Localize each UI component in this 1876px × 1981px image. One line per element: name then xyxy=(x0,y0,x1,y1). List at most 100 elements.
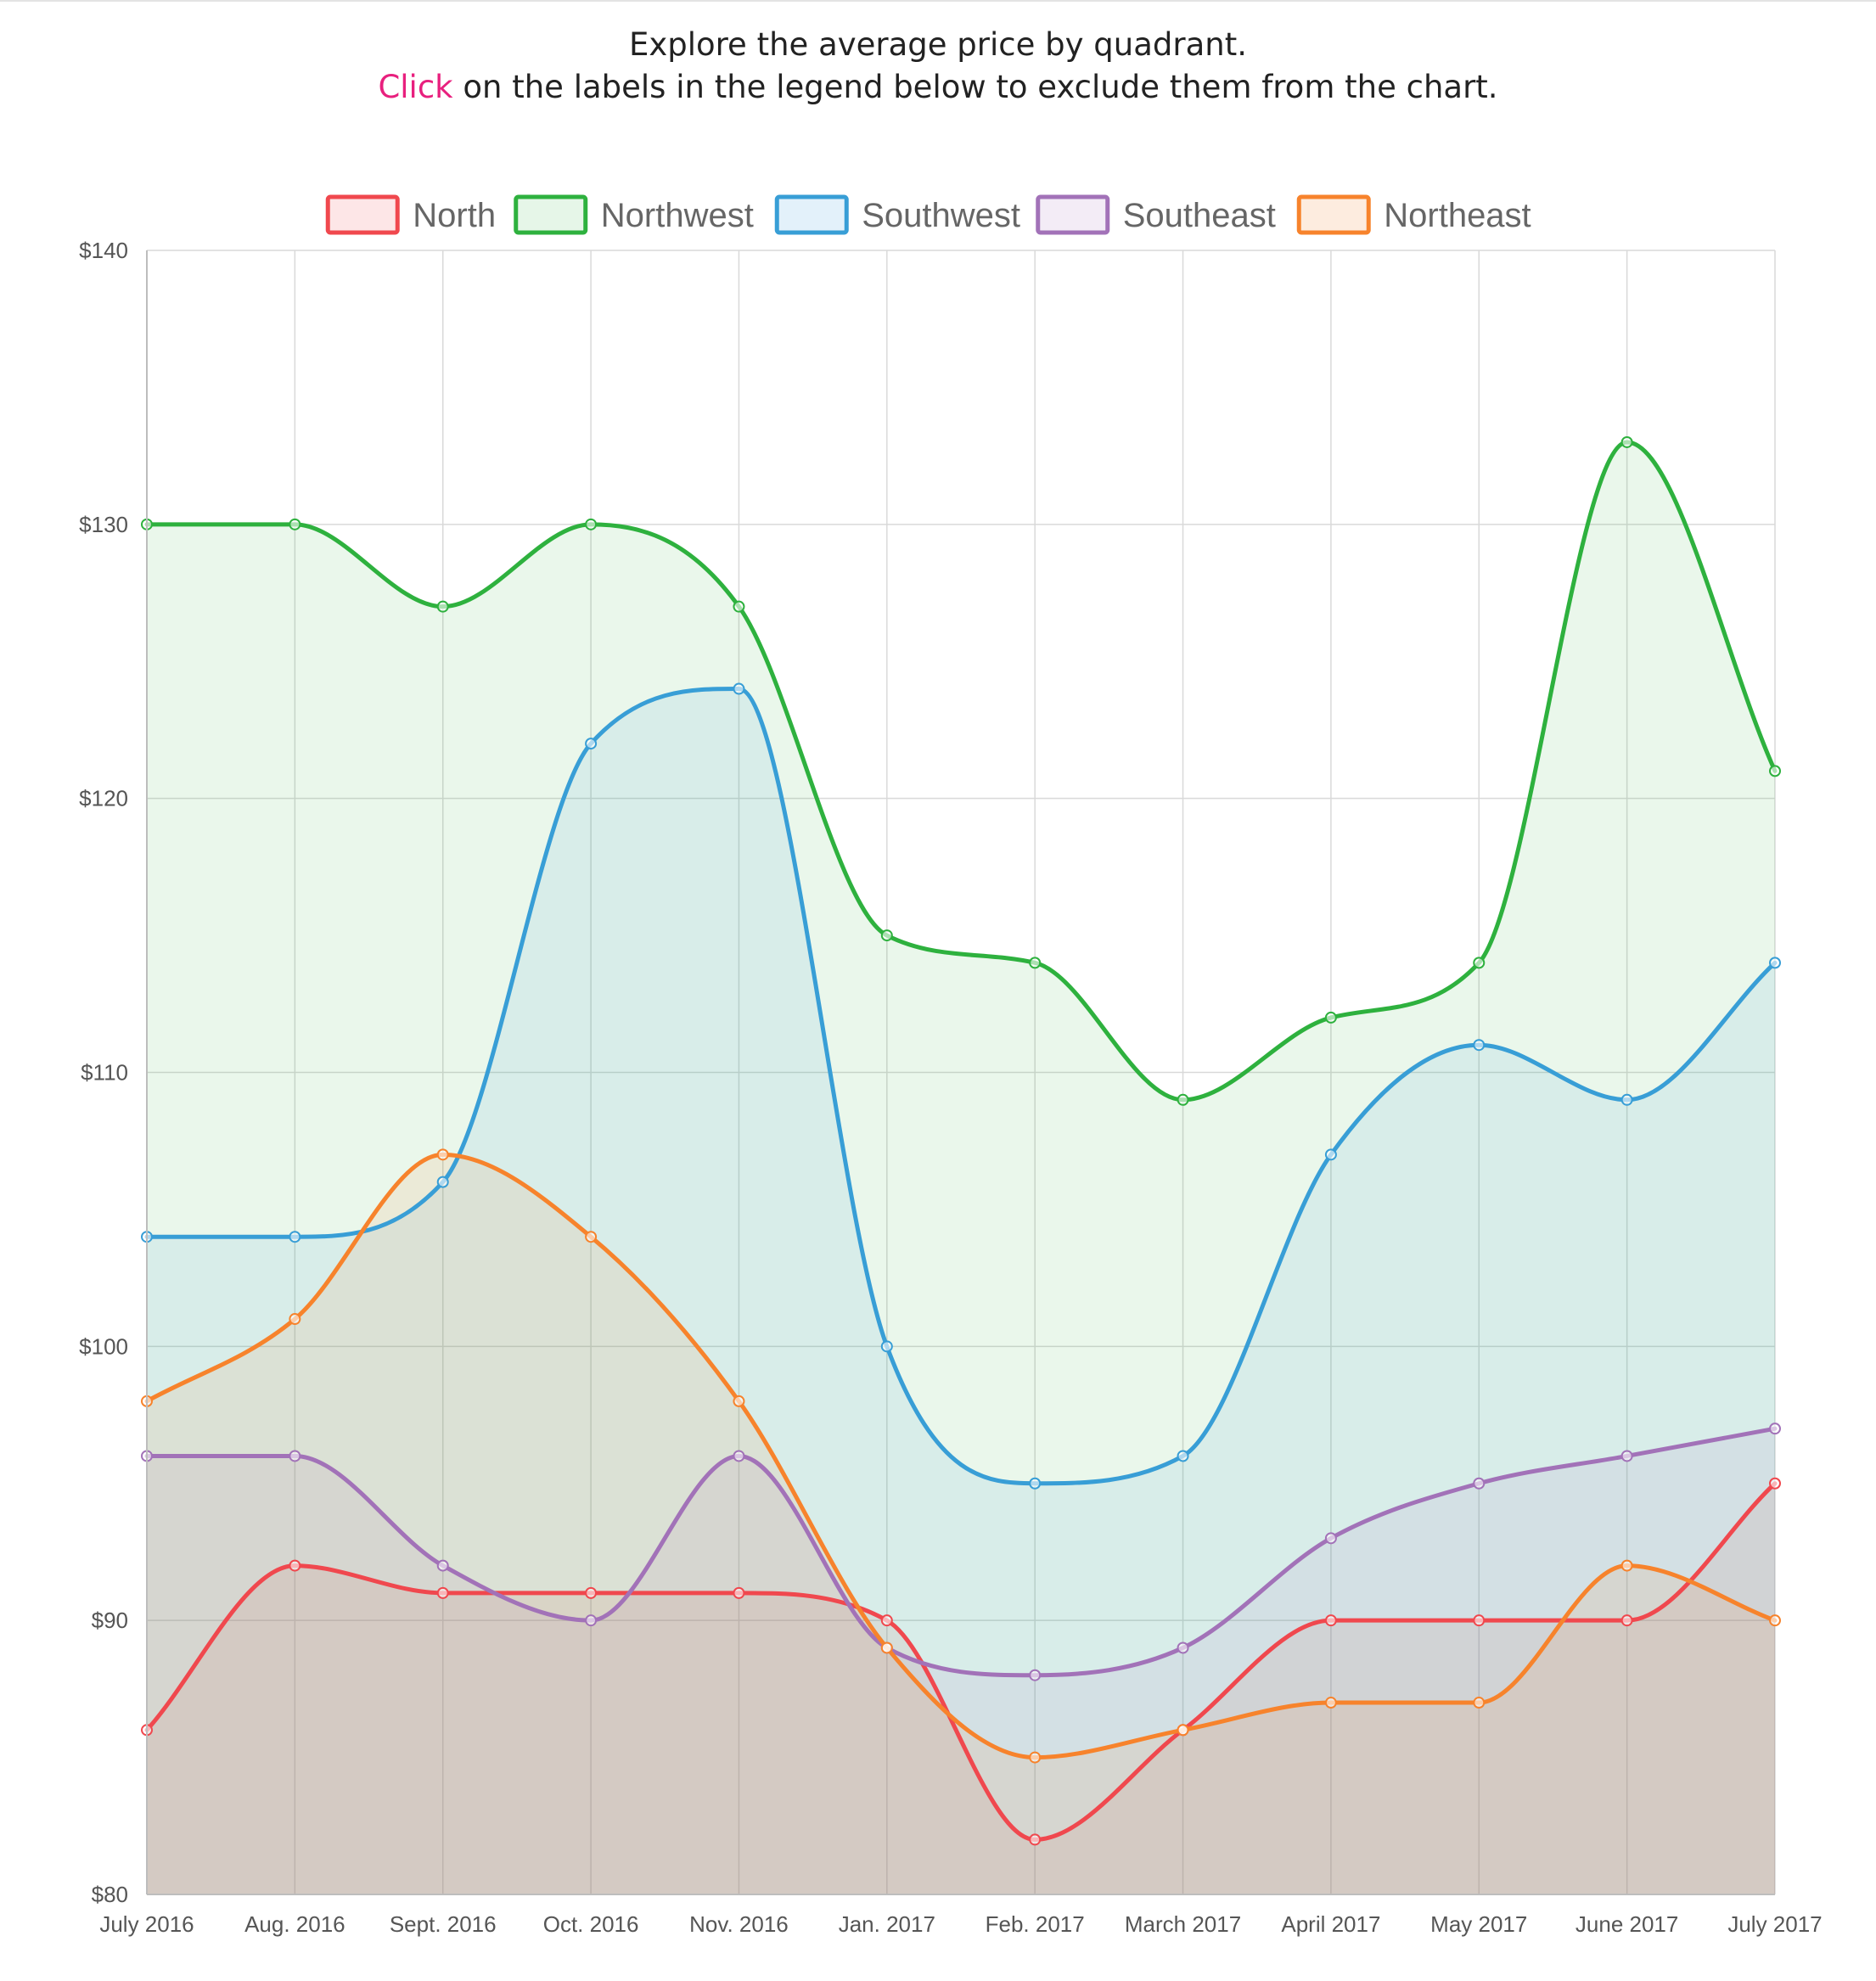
x-tick-label: April 2017 xyxy=(1281,1911,1380,1937)
legend-item-northeast[interactable]: Northeast xyxy=(1296,194,1531,235)
legend-label-northwest[interactable]: Northwest xyxy=(601,197,754,234)
point-north-sept-2016[interactable] xyxy=(436,1586,449,1599)
x-tick-label: July 2017 xyxy=(1727,1911,1822,1937)
intro-line-1: Explore the average price by quadrant. xyxy=(628,26,1247,63)
point-north-nov-2016[interactable] xyxy=(733,1586,745,1599)
legend-swatch-northeast[interactable] xyxy=(1296,194,1371,235)
legend-label-northeast[interactable]: Northeast xyxy=(1384,197,1531,234)
x-tick-label: Aug. 2016 xyxy=(244,1911,345,1937)
y-tick-label: $90 xyxy=(92,1608,128,1633)
legend-item-northwest[interactable]: Northwest xyxy=(514,194,754,235)
x-tick-label: June 2017 xyxy=(1576,1911,1678,1937)
point-southwest-june-2017[interactable] xyxy=(1620,1093,1633,1106)
line-northeast xyxy=(144,1152,1778,1760)
point-north-may-2017[interactable] xyxy=(1473,1614,1486,1627)
area-north xyxy=(147,1483,1775,1894)
y-tick-label: $120 xyxy=(79,786,128,811)
point-southwest-jan-2017[interactable] xyxy=(880,1340,893,1353)
x-tick-label: Jan. 2017 xyxy=(839,1911,935,1937)
x-tick-label: March 2017 xyxy=(1125,1911,1241,1937)
point-northwest-oct-2016[interactable] xyxy=(585,518,598,530)
point-southeast-march-2017[interactable] xyxy=(1177,1641,1189,1654)
x-tick-label: July 2016 xyxy=(99,1911,194,1937)
point-northeast-sept-2016[interactable] xyxy=(436,1148,449,1161)
point-northeast-may-2017[interactable] xyxy=(1473,1697,1486,1709)
point-northeast-march-2017[interactable] xyxy=(1177,1724,1189,1737)
x-tick-label: May 2017 xyxy=(1430,1911,1527,1937)
line-north xyxy=(144,1481,1778,1842)
point-northeast-feb-2017[interactable] xyxy=(1029,1751,1042,1764)
point-northeast-july-2017[interactable] xyxy=(1769,1614,1781,1627)
point-northwest-march-2017[interactable] xyxy=(1177,1093,1189,1106)
point-northwest-july-2017[interactable] xyxy=(1769,765,1781,777)
point-north-june-2017[interactable] xyxy=(1620,1614,1633,1627)
point-northwest-april-2017[interactable] xyxy=(1324,1011,1337,1024)
legend-swatch-southeast[interactable] xyxy=(1036,194,1110,235)
legend-label-southwest[interactable]: Southwest xyxy=(862,197,1020,234)
point-north-oct-2016[interactable] xyxy=(585,1586,598,1599)
point-southwest-july-2017[interactable] xyxy=(1769,957,1781,969)
point-southeast-june-2017[interactable] xyxy=(1620,1450,1633,1462)
point-north-feb-2017[interactable] xyxy=(1029,1833,1042,1846)
point-southwest-march-2017[interactable] xyxy=(1177,1450,1189,1462)
intro-line-2: Click on the labels in the legend below … xyxy=(0,66,1876,109)
top-divider xyxy=(0,0,1876,2)
point-northwest-may-2017[interactable] xyxy=(1473,957,1486,969)
legend-swatch-north[interactable] xyxy=(325,194,400,235)
point-southwest-may-2017[interactable] xyxy=(1473,1039,1486,1052)
legend-swatch-northwest[interactable] xyxy=(514,194,588,235)
legend-swatch-southwest[interactable] xyxy=(774,194,849,235)
point-southwest-nov-2016[interactable] xyxy=(733,682,745,695)
point-northwest-nov-2016[interactable] xyxy=(733,600,745,613)
point-southwest-aug-2016[interactable] xyxy=(289,1231,301,1243)
x-tick-label: Feb. 2017 xyxy=(986,1911,1085,1937)
legend-item-southwest[interactable]: Southwest xyxy=(774,194,1020,235)
legend: North Northwest Southwest Southeast Northeas… xyxy=(325,194,1531,235)
point-southwest-sept-2016[interactable] xyxy=(436,1176,449,1188)
legend-item-north[interactable]: North xyxy=(325,194,496,235)
point-southeast-feb-2017[interactable] xyxy=(1029,1669,1042,1681)
point-north-jan-2017[interactable] xyxy=(880,1614,893,1627)
point-southeast-oct-2016[interactable] xyxy=(585,1614,598,1627)
point-southwest-feb-2017[interactable] xyxy=(1029,1477,1042,1490)
point-northeast-jan-2017[interactable] xyxy=(880,1641,893,1654)
point-northwest-sept-2016[interactable] xyxy=(436,600,449,613)
y-tick-label: $110 xyxy=(81,1060,128,1086)
point-southeast-april-2017[interactable] xyxy=(1324,1532,1337,1545)
y-tick-label: $80 xyxy=(92,1882,128,1907)
point-northeast-oct-2016[interactable] xyxy=(585,1231,598,1243)
point-northeast-aug-2016[interactable] xyxy=(289,1313,301,1326)
point-north-aug-2016[interactable] xyxy=(289,1559,301,1572)
point-northeast-june-2017[interactable] xyxy=(1620,1559,1633,1572)
point-north-july-2017[interactable] xyxy=(1769,1477,1781,1490)
point-southeast-nov-2016[interactable] xyxy=(733,1450,745,1462)
y-tick-label: $130 xyxy=(79,512,128,537)
point-southeast-sept-2016[interactable] xyxy=(436,1559,449,1572)
legend-item-southeast[interactable]: Southeast xyxy=(1036,194,1276,235)
chart-instructions: Explore the average price by quadrant. C… xyxy=(0,24,1876,109)
y-tick-label: $100 xyxy=(79,1333,128,1359)
point-north-april-2017[interactable] xyxy=(1324,1614,1337,1627)
point-southwest-april-2017[interactable] xyxy=(1324,1148,1337,1161)
x-tick-label: Oct. 2016 xyxy=(543,1911,639,1937)
point-southeast-july-2017[interactable] xyxy=(1769,1423,1781,1435)
area-northwest xyxy=(147,441,1775,1894)
point-southeast-aug-2016[interactable] xyxy=(289,1450,301,1462)
y-tick-label: $140 xyxy=(79,238,128,263)
area-northeast xyxy=(147,1154,1775,1894)
legend-label-southeast[interactable]: Southeast xyxy=(1123,197,1276,234)
point-southeast-may-2017[interactable] xyxy=(1473,1477,1486,1490)
point-northwest-feb-2017[interactable] xyxy=(1029,957,1042,969)
point-northeast-april-2017[interactable] xyxy=(1324,1697,1337,1709)
legend-label-north[interactable]: North xyxy=(413,197,496,234)
x-tick-label: Nov. 2016 xyxy=(689,1911,789,1937)
point-northeast-nov-2016[interactable] xyxy=(733,1395,745,1407)
area-southeast xyxy=(147,1428,1775,1894)
click-highlight: Click xyxy=(378,69,453,105)
point-northwest-jan-2017[interactable] xyxy=(880,929,893,942)
point-northwest-aug-2016[interactable] xyxy=(289,518,301,530)
point-northwest-june-2017[interactable] xyxy=(1620,435,1633,448)
intro-line-2-rest: on the labels in the legend below to exc… xyxy=(452,69,1498,105)
point-southwest-oct-2016[interactable] xyxy=(585,738,598,750)
